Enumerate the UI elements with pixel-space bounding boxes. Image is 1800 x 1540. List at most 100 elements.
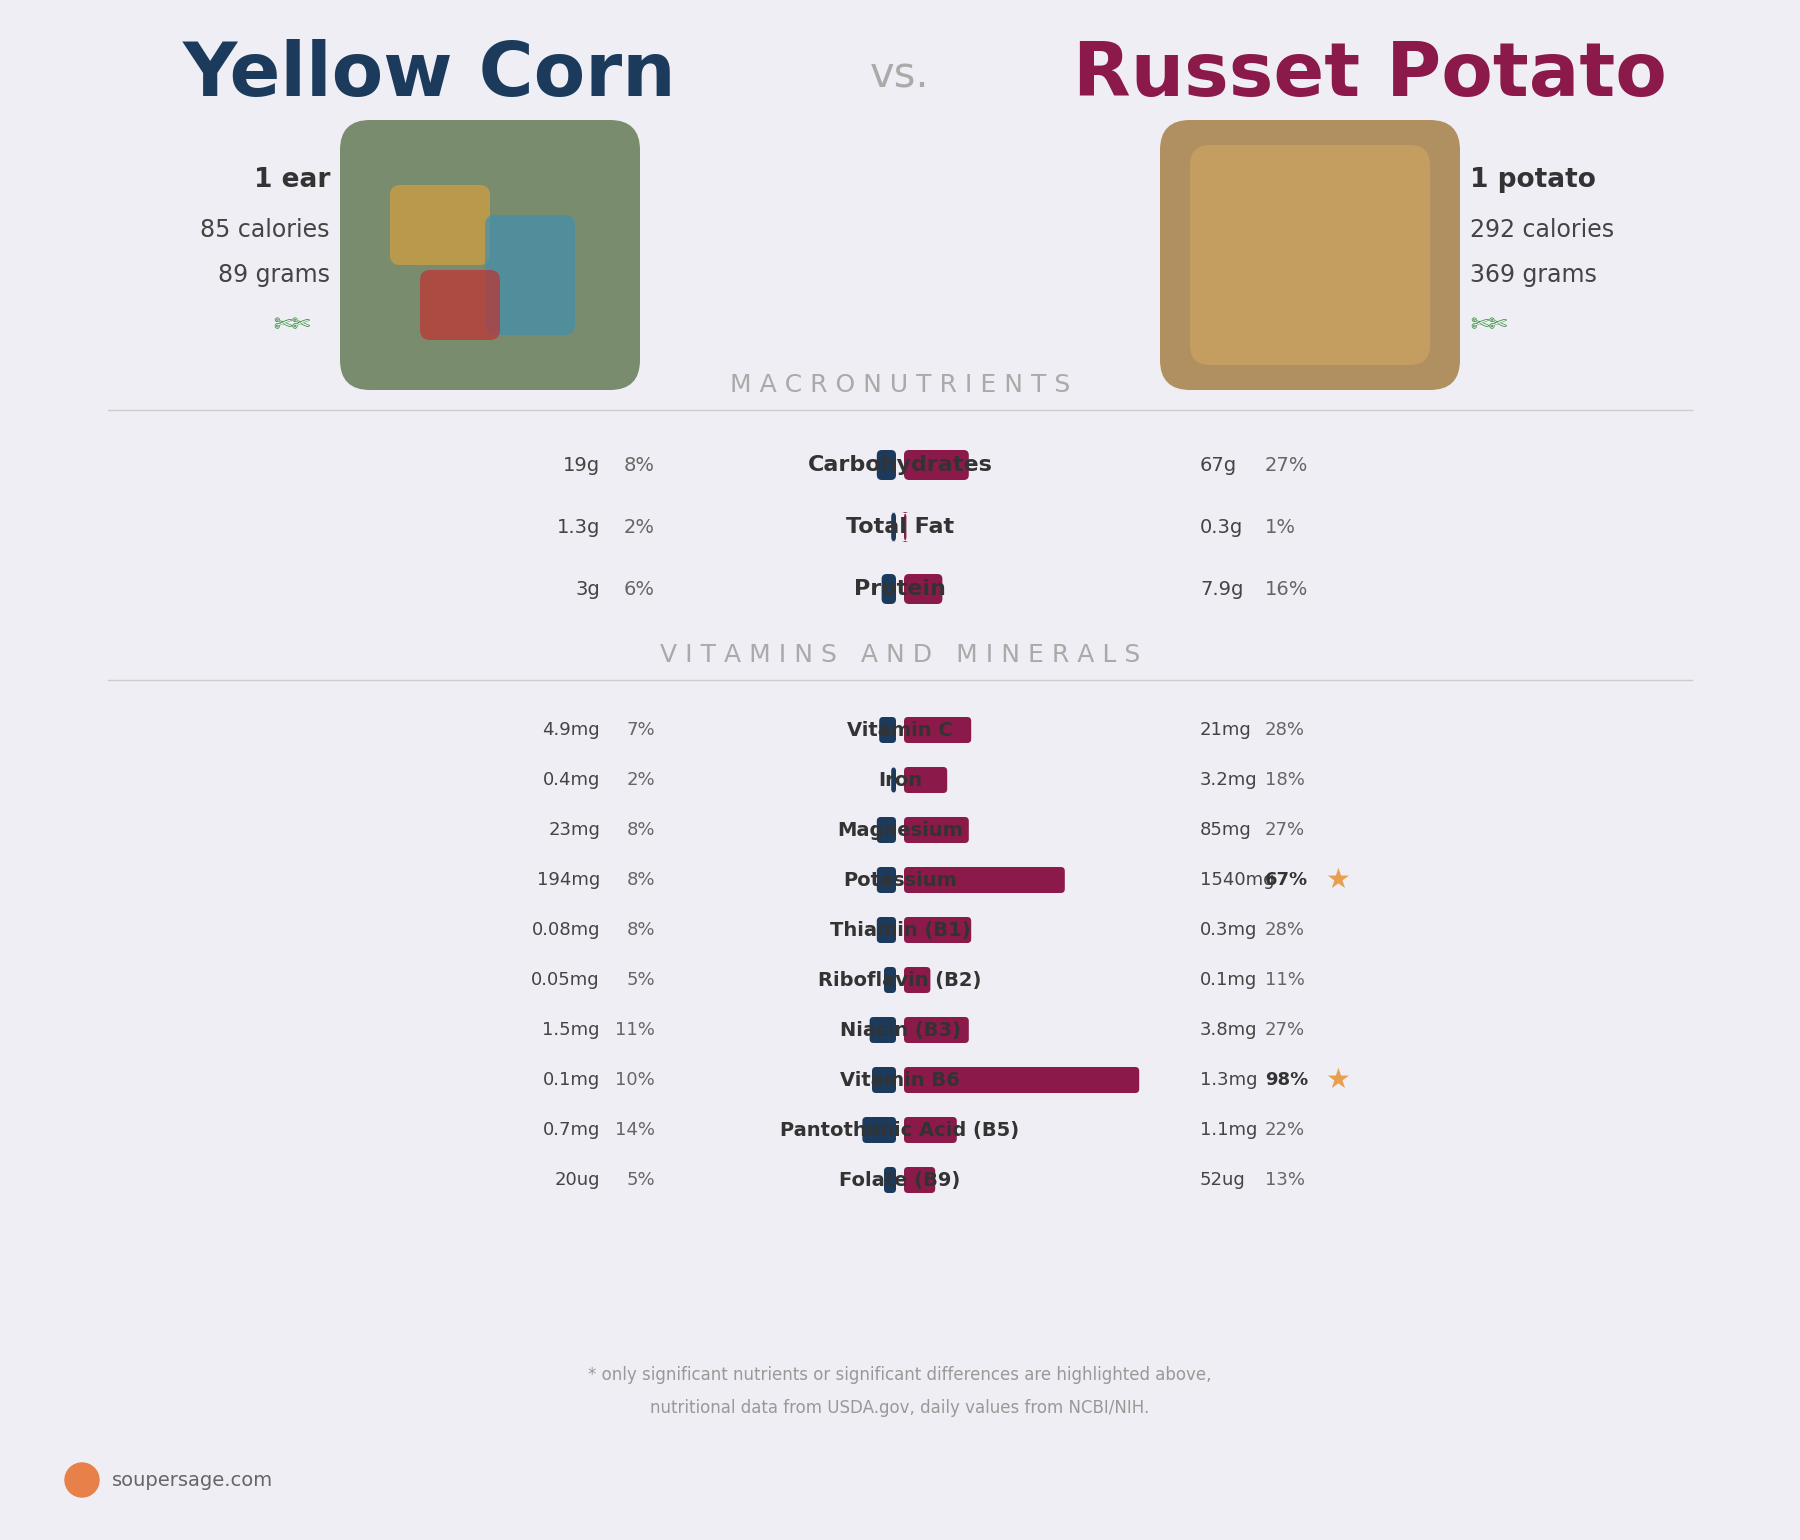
Text: 0.1mg: 0.1mg bbox=[544, 1070, 599, 1089]
Text: 0.4mg: 0.4mg bbox=[542, 772, 599, 788]
FancyBboxPatch shape bbox=[884, 967, 896, 993]
FancyBboxPatch shape bbox=[904, 1016, 968, 1043]
Text: 4.9mg: 4.9mg bbox=[542, 721, 599, 739]
Text: ✄✄: ✄✄ bbox=[1471, 316, 1507, 336]
Text: V I T A M I N S   A N D   M I N E R A L S: V I T A M I N S A N D M I N E R A L S bbox=[661, 644, 1139, 667]
Text: 13%: 13% bbox=[1265, 1170, 1305, 1189]
Text: soupersage.com: soupersage.com bbox=[112, 1471, 274, 1489]
Text: 0.7mg: 0.7mg bbox=[542, 1121, 599, 1140]
FancyBboxPatch shape bbox=[904, 574, 943, 604]
Text: 89 grams: 89 grams bbox=[218, 263, 329, 286]
FancyBboxPatch shape bbox=[877, 818, 896, 842]
Text: 1%: 1% bbox=[1265, 517, 1296, 536]
Text: Protein: Protein bbox=[853, 579, 947, 599]
Text: 23mg: 23mg bbox=[549, 821, 599, 839]
Text: 5%: 5% bbox=[626, 1170, 655, 1189]
FancyBboxPatch shape bbox=[904, 916, 972, 942]
Text: ★: ★ bbox=[1325, 865, 1350, 895]
Text: Pantothenic Acid (B5): Pantothenic Acid (B5) bbox=[781, 1121, 1019, 1140]
Text: 0.1mg: 0.1mg bbox=[1201, 972, 1256, 989]
FancyBboxPatch shape bbox=[904, 450, 968, 480]
Text: Vitamin B6: Vitamin B6 bbox=[841, 1070, 959, 1089]
Text: 18%: 18% bbox=[1265, 772, 1305, 788]
FancyBboxPatch shape bbox=[1159, 120, 1460, 390]
Text: 1.3g: 1.3g bbox=[556, 517, 599, 536]
Text: Russet Potato: Russet Potato bbox=[1073, 38, 1667, 111]
Text: 0.05mg: 0.05mg bbox=[531, 972, 599, 989]
Text: Yellow Corn: Yellow Corn bbox=[184, 38, 677, 111]
Text: 3g: 3g bbox=[576, 579, 599, 599]
FancyBboxPatch shape bbox=[904, 818, 968, 842]
Text: 11%: 11% bbox=[616, 1021, 655, 1040]
Circle shape bbox=[65, 1463, 99, 1497]
Text: 85 calories: 85 calories bbox=[200, 219, 329, 242]
Text: Riboflavin (B2): Riboflavin (B2) bbox=[819, 970, 981, 990]
Text: Folate (B9): Folate (B9) bbox=[839, 1170, 961, 1189]
Text: Potassium: Potassium bbox=[842, 870, 958, 890]
Text: 1 ear: 1 ear bbox=[254, 166, 329, 192]
FancyBboxPatch shape bbox=[904, 1167, 936, 1194]
Text: 3.8mg: 3.8mg bbox=[1201, 1021, 1258, 1040]
FancyBboxPatch shape bbox=[891, 511, 896, 542]
Text: Vitamin C: Vitamin C bbox=[848, 721, 952, 739]
Text: 22%: 22% bbox=[1265, 1121, 1305, 1140]
FancyBboxPatch shape bbox=[891, 767, 896, 793]
Text: 8%: 8% bbox=[626, 872, 655, 889]
Text: 0.3g: 0.3g bbox=[1201, 517, 1244, 536]
Text: 14%: 14% bbox=[616, 1121, 655, 1140]
Text: 194mg: 194mg bbox=[536, 872, 599, 889]
FancyBboxPatch shape bbox=[904, 867, 1066, 893]
FancyBboxPatch shape bbox=[484, 216, 574, 336]
FancyBboxPatch shape bbox=[869, 1016, 896, 1043]
Text: 27%: 27% bbox=[1265, 821, 1305, 839]
Text: 16%: 16% bbox=[1265, 579, 1309, 599]
Text: 7.9g: 7.9g bbox=[1201, 579, 1244, 599]
Text: 19g: 19g bbox=[563, 456, 599, 474]
Text: Niacin (B3): Niacin (B3) bbox=[839, 1021, 961, 1040]
Text: 28%: 28% bbox=[1265, 921, 1305, 939]
FancyBboxPatch shape bbox=[902, 511, 909, 542]
FancyBboxPatch shape bbox=[904, 767, 947, 793]
Text: 2%: 2% bbox=[625, 517, 655, 536]
Text: 21mg: 21mg bbox=[1201, 721, 1251, 739]
Text: 1540mg: 1540mg bbox=[1201, 872, 1274, 889]
Text: vs.: vs. bbox=[869, 54, 931, 95]
Text: 27%: 27% bbox=[1265, 1021, 1305, 1040]
Text: 11%: 11% bbox=[1265, 972, 1305, 989]
Text: 2%: 2% bbox=[626, 772, 655, 788]
Text: 8%: 8% bbox=[626, 921, 655, 939]
Text: 0.3mg: 0.3mg bbox=[1201, 921, 1258, 939]
Text: Iron: Iron bbox=[878, 770, 922, 790]
Text: 67%: 67% bbox=[1265, 872, 1309, 889]
Text: ★: ★ bbox=[1325, 1066, 1350, 1093]
FancyBboxPatch shape bbox=[862, 1116, 896, 1143]
FancyBboxPatch shape bbox=[871, 1067, 896, 1093]
FancyBboxPatch shape bbox=[340, 120, 641, 390]
Text: 1.3mg: 1.3mg bbox=[1201, 1070, 1258, 1089]
FancyBboxPatch shape bbox=[904, 1067, 1139, 1093]
Text: Carbohydrates: Carbohydrates bbox=[808, 454, 992, 474]
Text: 8%: 8% bbox=[626, 821, 655, 839]
FancyBboxPatch shape bbox=[904, 718, 972, 742]
FancyBboxPatch shape bbox=[877, 867, 896, 893]
Text: 7%: 7% bbox=[626, 721, 655, 739]
FancyBboxPatch shape bbox=[877, 916, 896, 942]
Text: 292 calories: 292 calories bbox=[1471, 219, 1615, 242]
FancyBboxPatch shape bbox=[419, 270, 500, 340]
Text: 67g: 67g bbox=[1201, 456, 1237, 474]
Text: 369 grams: 369 grams bbox=[1471, 263, 1597, 286]
Text: M A C R O N U T R I E N T S: M A C R O N U T R I E N T S bbox=[729, 373, 1071, 397]
Text: 20ug: 20ug bbox=[554, 1170, 599, 1189]
Text: 85mg: 85mg bbox=[1201, 821, 1251, 839]
FancyBboxPatch shape bbox=[904, 1116, 958, 1143]
Text: 52ug: 52ug bbox=[1201, 1170, 1246, 1189]
FancyBboxPatch shape bbox=[391, 185, 490, 265]
FancyBboxPatch shape bbox=[1190, 145, 1429, 365]
FancyBboxPatch shape bbox=[884, 1167, 896, 1194]
Text: 98%: 98% bbox=[1265, 1070, 1309, 1089]
Text: 1.5mg: 1.5mg bbox=[542, 1021, 599, 1040]
Text: 1.1mg: 1.1mg bbox=[1201, 1121, 1258, 1140]
Text: 6%: 6% bbox=[625, 579, 655, 599]
Text: 0.08mg: 0.08mg bbox=[531, 921, 599, 939]
Text: * only significant nutrients or significant differences are highlighted above,: * only significant nutrients or signific… bbox=[589, 1366, 1211, 1384]
